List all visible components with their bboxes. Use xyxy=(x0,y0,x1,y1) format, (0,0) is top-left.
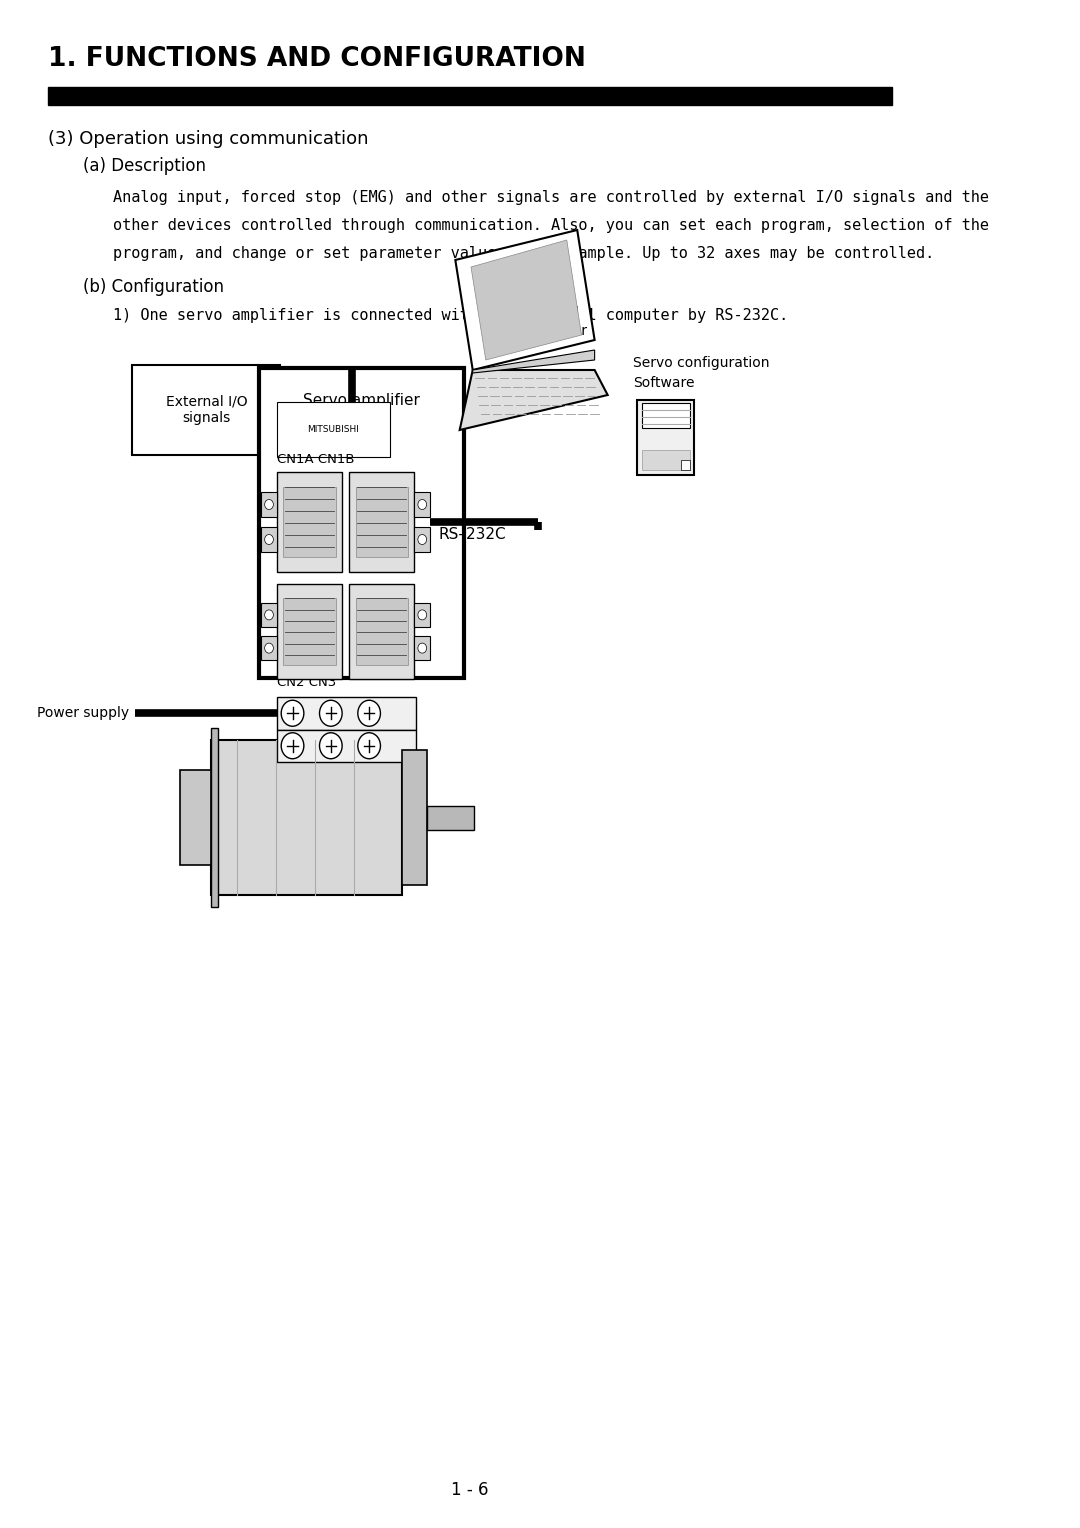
Bar xyxy=(283,487,336,558)
Text: Servo configuration: Servo configuration xyxy=(633,356,769,370)
Text: Servo amplifier: Servo amplifier xyxy=(303,393,420,408)
Bar xyxy=(355,599,408,665)
Text: CN1A CN1B: CN1A CN1B xyxy=(276,452,354,466)
Circle shape xyxy=(357,700,380,726)
Text: MITSUBISHI: MITSUBISHI xyxy=(308,425,360,434)
Polygon shape xyxy=(473,350,595,373)
Text: Analog input, forced stop (EMG) and other signals are controlled by external I/O: Analog input, forced stop (EMG) and othe… xyxy=(113,189,989,205)
Bar xyxy=(276,402,390,457)
Bar xyxy=(415,527,430,552)
Text: 1 - 6: 1 - 6 xyxy=(451,1481,489,1499)
Text: other devices controlled through communication. Also, you can set each program, : other devices controlled through communi… xyxy=(113,219,989,232)
Bar xyxy=(642,403,689,428)
Bar xyxy=(427,805,474,830)
Bar xyxy=(349,472,415,571)
Bar xyxy=(276,472,342,571)
Bar xyxy=(276,697,416,729)
Text: CN2 CN3: CN2 CN3 xyxy=(276,675,336,689)
Bar xyxy=(415,492,430,516)
Circle shape xyxy=(320,733,342,759)
Bar xyxy=(261,604,276,626)
Bar xyxy=(211,727,218,908)
Text: 1) One servo amplifier is connected with the personal computer by RS-232C.: 1) One servo amplifier is connected with… xyxy=(113,309,788,322)
Bar xyxy=(180,770,211,865)
Bar xyxy=(642,451,689,471)
Bar xyxy=(415,604,430,626)
Circle shape xyxy=(281,733,303,759)
Circle shape xyxy=(418,500,427,509)
Text: Servo motor: Servo motor xyxy=(320,714,405,727)
Polygon shape xyxy=(456,231,595,370)
Bar xyxy=(259,368,464,678)
Bar xyxy=(355,487,408,558)
Bar xyxy=(133,365,281,455)
Circle shape xyxy=(418,643,427,652)
Bar xyxy=(261,492,276,516)
Text: (b) Configuration: (b) Configuration xyxy=(83,278,224,296)
Text: Power supply: Power supply xyxy=(37,706,129,720)
Bar xyxy=(48,87,892,105)
Text: RS–232C: RS–232C xyxy=(438,527,507,542)
Text: (a) Description: (a) Description xyxy=(83,157,205,176)
Text: Software: Software xyxy=(633,376,694,390)
Circle shape xyxy=(418,610,427,620)
Circle shape xyxy=(265,643,273,652)
Bar xyxy=(283,599,336,665)
Text: (3) Operation using communication: (3) Operation using communication xyxy=(48,130,368,148)
Bar xyxy=(276,729,416,762)
Polygon shape xyxy=(460,370,608,429)
Bar xyxy=(349,584,415,678)
Bar xyxy=(261,527,276,552)
Text: Personal
computer: Personal computer xyxy=(521,306,588,338)
Bar xyxy=(637,400,693,475)
Circle shape xyxy=(320,700,342,726)
Circle shape xyxy=(281,700,303,726)
Polygon shape xyxy=(471,240,581,361)
Bar xyxy=(276,584,342,678)
Bar xyxy=(211,740,402,895)
Bar xyxy=(415,636,430,660)
Bar xyxy=(680,460,689,471)
Text: 1. FUNCTIONS AND CONFIGURATION: 1. FUNCTIONS AND CONFIGURATION xyxy=(48,46,585,72)
Text: External I/O
signals: External I/O signals xyxy=(165,394,247,425)
Bar xyxy=(261,636,276,660)
Circle shape xyxy=(265,535,273,544)
Circle shape xyxy=(265,610,273,620)
Bar xyxy=(402,750,427,885)
Circle shape xyxy=(265,500,273,509)
Circle shape xyxy=(418,535,427,544)
Text: program, and change or set parameter values, for example. Up to 32 axes may be c: program, and change or set parameter val… xyxy=(113,246,934,261)
Circle shape xyxy=(357,733,380,759)
